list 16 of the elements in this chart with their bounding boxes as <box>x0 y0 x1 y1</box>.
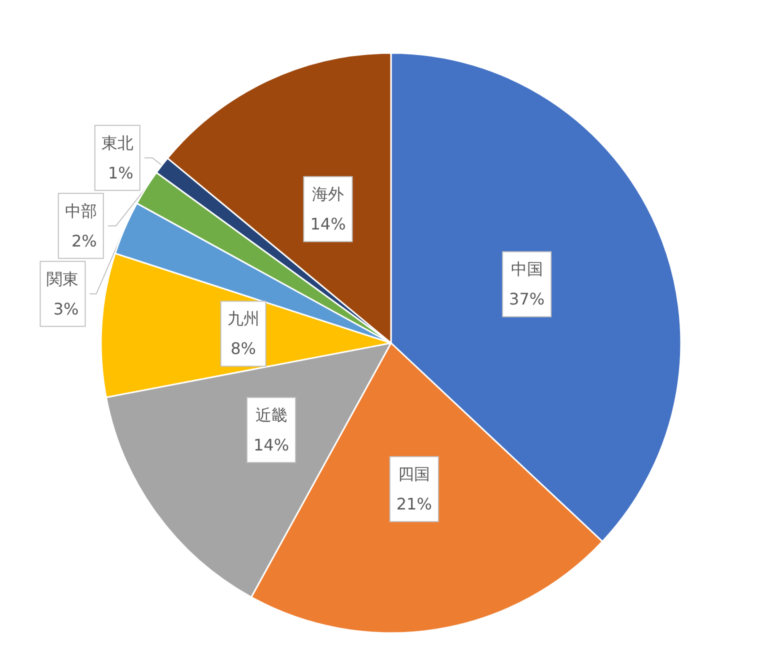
slice-label: 四国 <box>398 464 430 484</box>
slice-label: 関東 <box>46 269 79 288</box>
data-label: 8% <box>230 339 256 358</box>
slice-label: 東北 <box>101 133 134 152</box>
data-label: 14% <box>310 214 346 234</box>
data-label: 3% <box>53 299 79 318</box>
slice-label: 中国 <box>510 260 543 279</box>
slice-label: 九州 <box>227 309 260 328</box>
data-label: 37% <box>509 290 545 309</box>
data-label: 21% <box>396 494 432 514</box>
slice-label: 海外 <box>312 184 344 204</box>
data-label: 2% <box>72 231 97 250</box>
data-label: 1% <box>108 163 134 182</box>
slice-label: 近畿 <box>255 405 288 424</box>
slice-label: 中部 <box>64 201 97 220</box>
data-label: 14% <box>253 435 290 454</box>
